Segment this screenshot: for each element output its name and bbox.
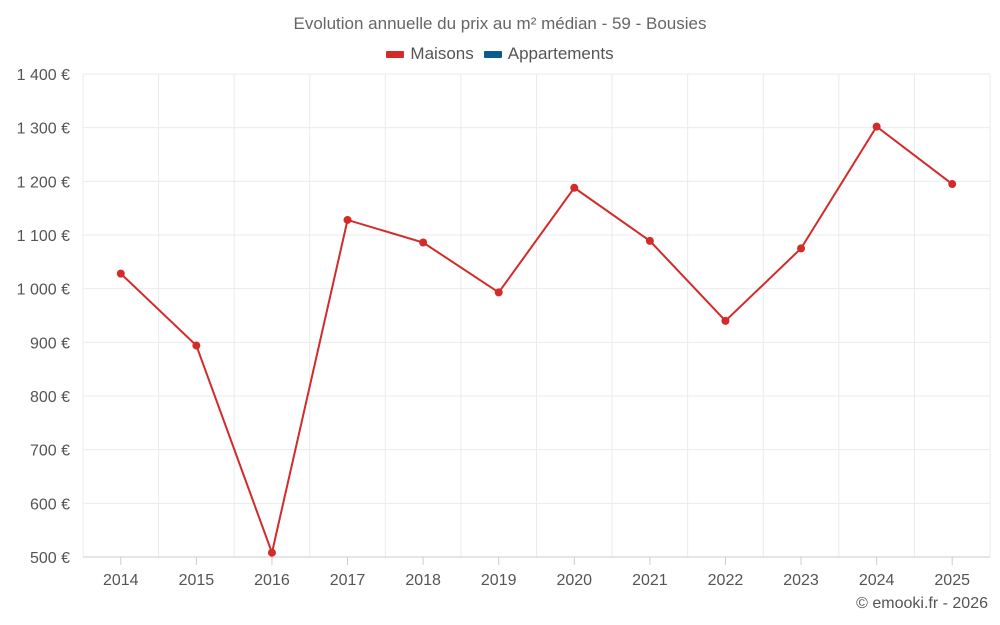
y-tick-label: 1 400 € xyxy=(17,67,70,84)
legend-item-appartements[interactable]: Appartements xyxy=(483,44,614,64)
y-tick-label: 500 € xyxy=(30,550,70,567)
x-tick-label: 2025 xyxy=(934,572,970,589)
x-tick-label: 2020 xyxy=(556,572,592,589)
data-point xyxy=(872,122,881,131)
series-line-maisons xyxy=(120,125,953,557)
data-point xyxy=(645,236,654,245)
chart-title: Evolution annuelle du prix au m² médian … xyxy=(293,14,707,33)
y-tick-label: 700 € xyxy=(30,443,70,460)
legend-swatch-maisons xyxy=(386,50,405,58)
x-tick-label: 2024 xyxy=(859,572,895,589)
data-point xyxy=(343,215,352,224)
credit-text: © emooki.fr - 2026 xyxy=(856,595,988,612)
data-point xyxy=(948,180,957,189)
x-tick-label: 2015 xyxy=(179,572,215,589)
y-tick-label: 800 € xyxy=(30,389,70,406)
x-tick-label: 2018 xyxy=(405,572,441,589)
data-point xyxy=(570,183,579,192)
x-tick-label: 2021 xyxy=(632,572,668,589)
y-tick-label: 1 100 € xyxy=(17,228,70,245)
data-point xyxy=(721,316,730,325)
y-tick-label: 1 300 € xyxy=(17,121,70,138)
x-tick-label: 2014 xyxy=(103,572,139,589)
legend-item-maisons[interactable]: Maisons xyxy=(386,44,474,64)
y-tick-label: 1 000 € xyxy=(17,282,70,299)
legend-swatch-appartements xyxy=(483,50,502,58)
y-tick-label: 600 € xyxy=(30,496,70,513)
data-point xyxy=(797,244,806,253)
legend-label-appartements: Appartements xyxy=(507,44,614,63)
y-tick-label: 1 200 € xyxy=(17,174,70,191)
legend-label-maisons: Maisons xyxy=(410,44,474,63)
data-point xyxy=(267,548,276,557)
x-tick-label: 2023 xyxy=(783,572,819,589)
x-tick-label: 2017 xyxy=(330,572,366,589)
y-tick-label: 900 € xyxy=(30,335,70,352)
data-point xyxy=(192,341,201,350)
legend: Maisons Appartements xyxy=(0,44,1000,64)
x-tick-label: 2019 xyxy=(481,572,517,589)
data-point xyxy=(116,269,125,278)
x-tick-label: 2016 xyxy=(254,572,290,589)
data-point xyxy=(419,238,428,247)
x-tick-label: 2022 xyxy=(708,572,744,589)
data-point xyxy=(494,288,503,297)
